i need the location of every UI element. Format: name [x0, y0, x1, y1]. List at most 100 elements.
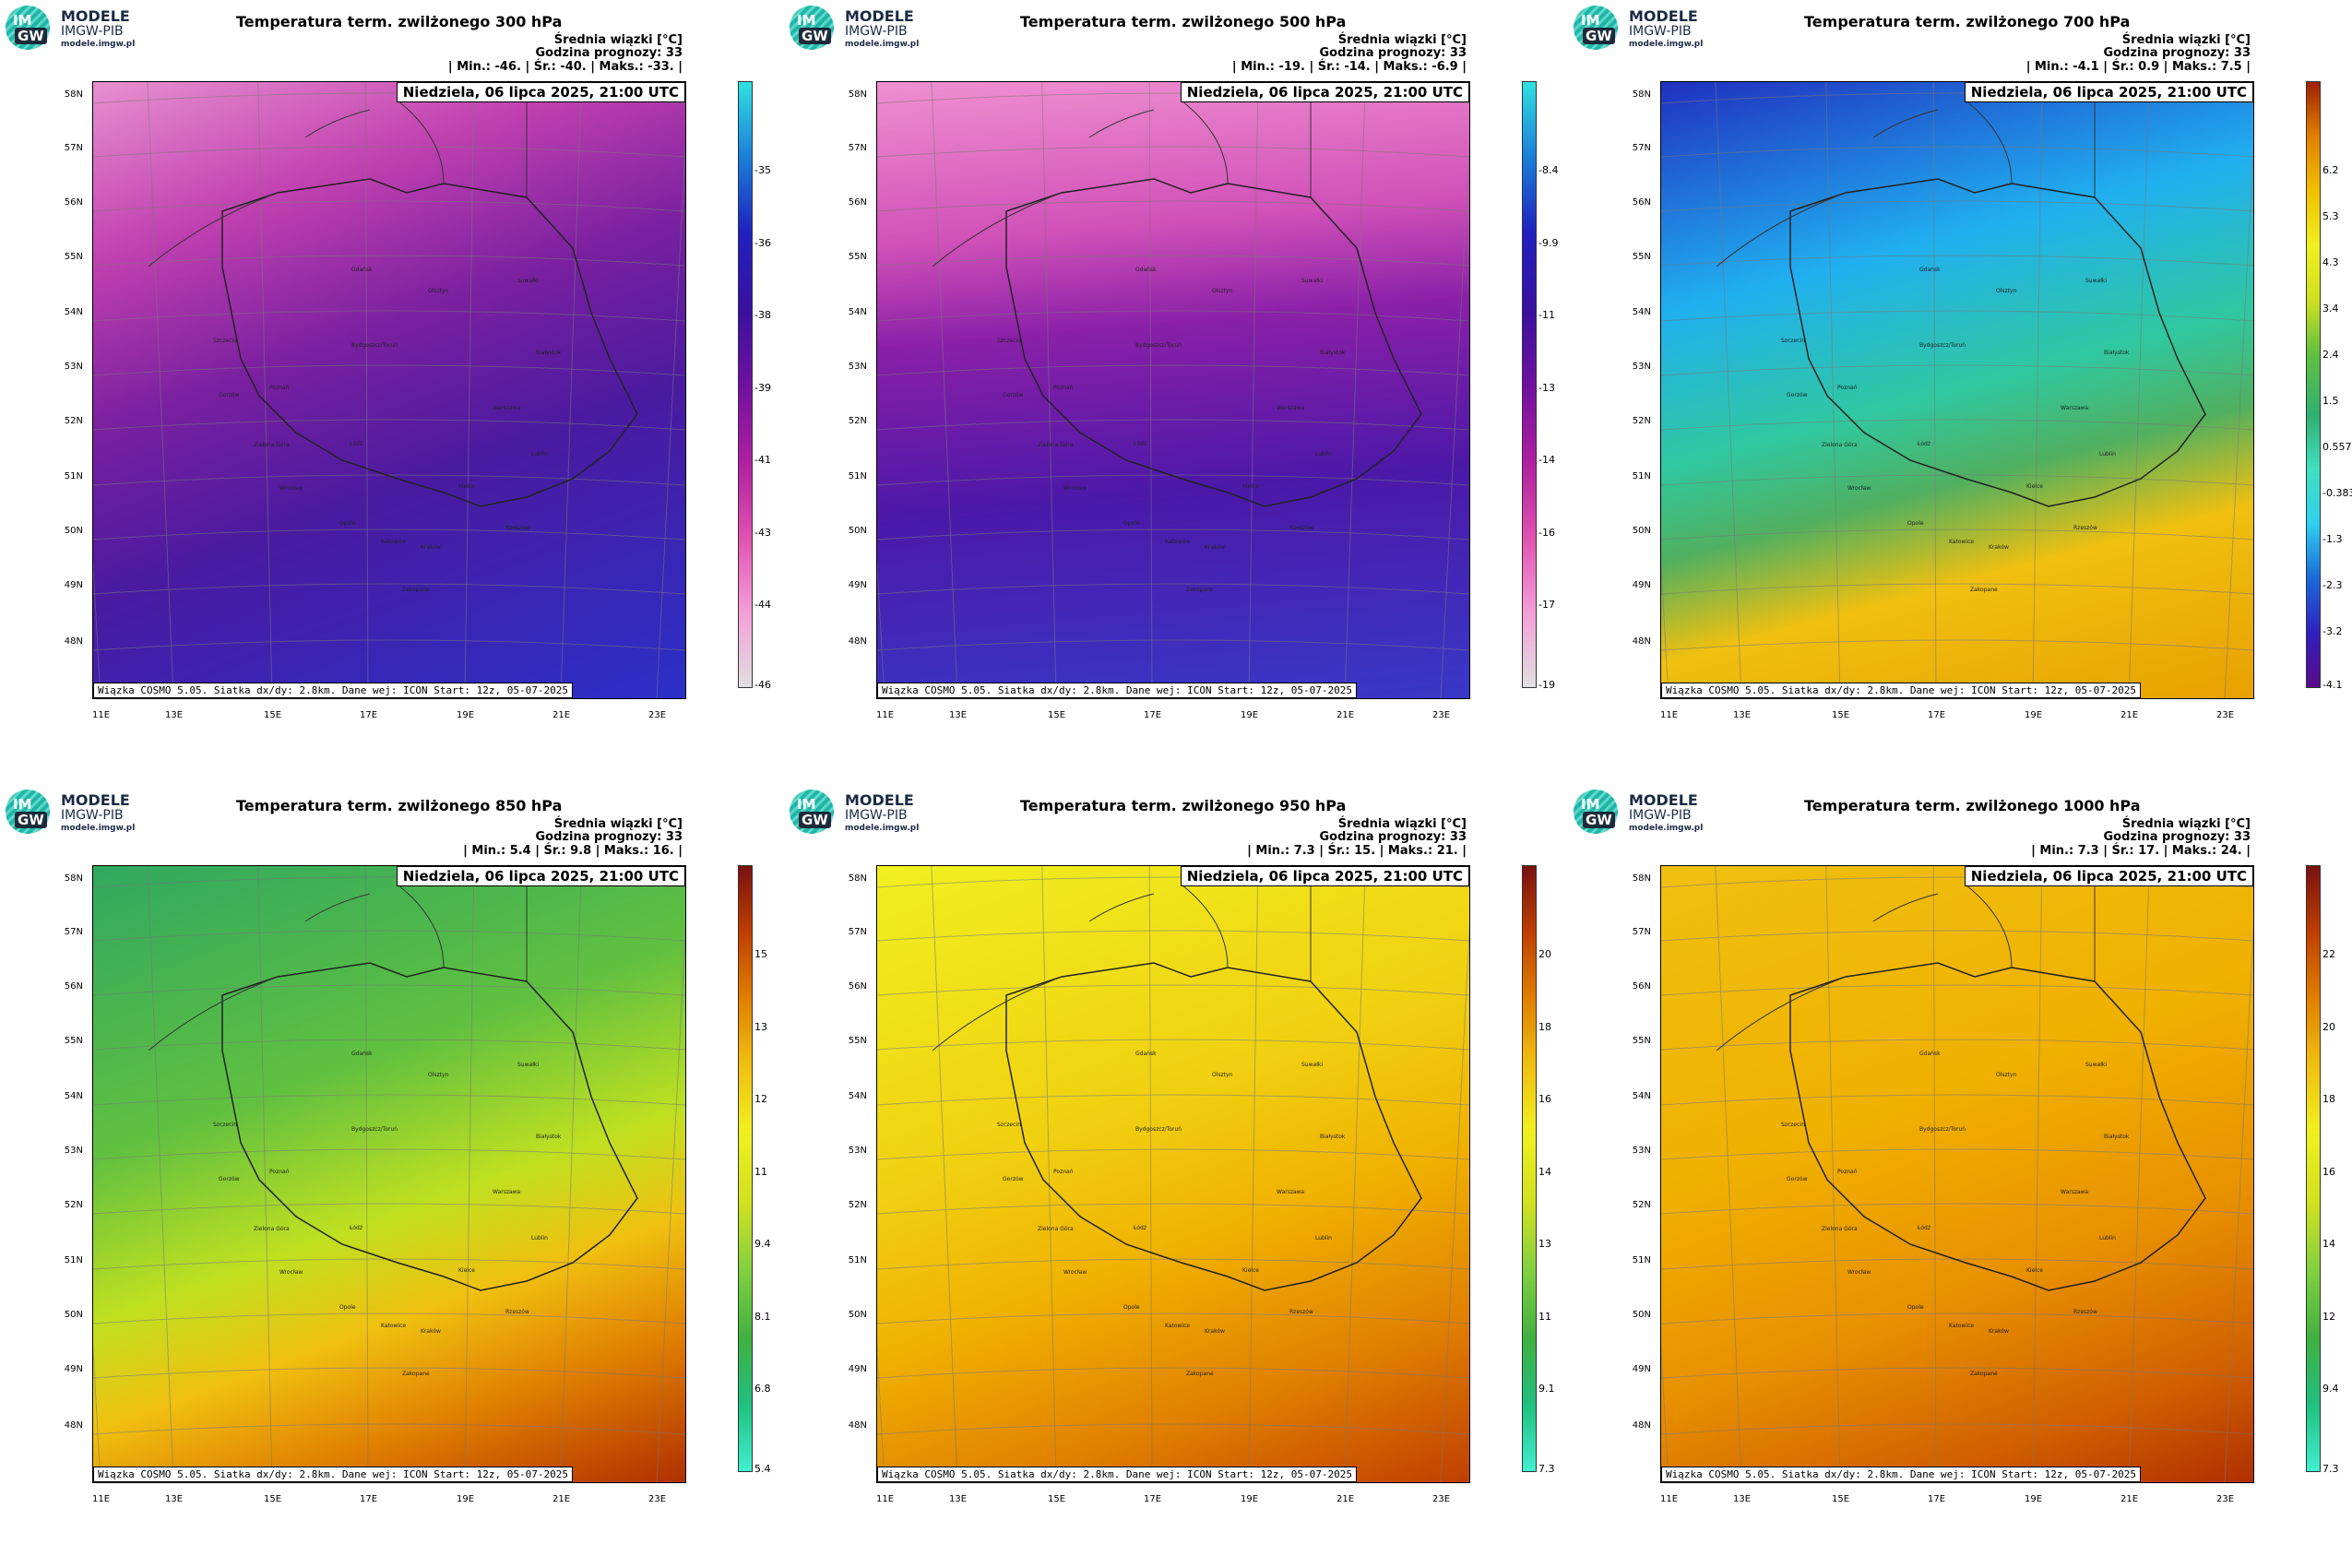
latitude-label: 57N	[64, 927, 83, 937]
logo-line1: MODELE	[845, 791, 914, 809]
stats-line: | Min.: 5.4 | Śr.: 9.8 | Maks.: 16. |	[463, 844, 683, 858]
latitude-line	[93, 474, 685, 486]
latitude-line	[877, 583, 1469, 595]
latitude-label: 55N	[1632, 1036, 1651, 1046]
city-label: Zielona Góra	[1038, 1226, 1074, 1232]
longitude-line	[2224, 140, 2253, 698]
latitude-label: 50N	[64, 1310, 83, 1320]
model-credit: Wiązka COSMO 5.05. Siatka dx/dy: 2.8km. …	[1661, 1467, 2141, 1482]
city-label: Kielce	[1242, 483, 1259, 490]
latitude-line	[1661, 1094, 2253, 1106]
coastline	[932, 82, 1312, 267]
city-label: Lublin	[1315, 451, 1332, 457]
city-label: Opole	[1907, 1304, 1924, 1311]
mean-label: Średnia wiązki [°C]	[1337, 33, 1467, 47]
city-label: Kielce	[2026, 1267, 2043, 1274]
colorbar-tick: 15	[754, 948, 767, 960]
latitude-label: 53N	[848, 1146, 867, 1156]
forecast-date: Niedziela, 06 lipca 2025, 21:00 UTC	[1180, 866, 1469, 886]
temperature-map: Gdańsk Olsztyn Suwałki Szczecin Bydgoszcz/To…	[92, 865, 686, 1483]
latitude-line	[1661, 984, 2253, 996]
city-label: Olsztyn	[428, 288, 449, 294]
imgw-logo: IM GW MODELE IMGW-PIB modele.imgw.pl	[6, 790, 172, 836]
longitude-line	[1344, 866, 1366, 1482]
city-label: Suwałki	[2085, 278, 2108, 284]
logo-line1: MODELE	[845, 7, 914, 25]
city-label: Rzeszów	[1289, 1309, 1313, 1315]
colorbar-tick: -0.383	[2322, 487, 2352, 499]
logo-line2: IMGW-PIB	[1629, 808, 1692, 823]
longitude-label: 11E	[876, 710, 895, 720]
map-overlay	[93, 866, 685, 1482]
latitude-label: 50N	[848, 526, 867, 536]
longitude-line	[147, 82, 174, 698]
latitude-line	[877, 984, 1469, 996]
logo-mark-bottom: GW	[1583, 812, 1615, 828]
temperature-map: Gdańsk Olsztyn Suwałki Szczecin Bydgoszcz/To…	[92, 81, 686, 699]
city-label: Wrocław	[279, 1269, 303, 1276]
latitude-label: 52N	[848, 416, 867, 426]
latitude-label: 57N	[848, 143, 867, 153]
city-label: Bydgoszcz/Toruń	[1919, 1126, 1966, 1133]
latitude-label: 57N	[1632, 143, 1651, 153]
colorbar-tick: -4.1	[2322, 679, 2343, 691]
latitude-line	[1661, 583, 2253, 595]
city-label: Olsztyn	[428, 1072, 449, 1078]
mean-label: Średnia wiązki [°C]	[2121, 33, 2251, 47]
latitude-line	[93, 583, 685, 595]
city-label: Kraków	[421, 1328, 441, 1335]
latitude-label: 53N	[1632, 1146, 1651, 1156]
city-label: Lublin	[2099, 451, 2116, 457]
longitude-label: 17E	[1144, 710, 1162, 720]
city-label: Kraków	[421, 544, 441, 551]
logo-mark-top: IM	[13, 12, 32, 29]
forecast-hour: Godzina prognozy: 33	[535, 46, 683, 60]
city-label: Kielce	[458, 483, 475, 490]
city-label: Katowice	[1165, 539, 1191, 545]
colorbar-tick: -43	[754, 527, 771, 539]
latitude-label: 58N	[1632, 89, 1651, 100]
city-label: Gdańsk	[351, 1051, 373, 1057]
latitude-line	[877, 474, 1469, 486]
coastline	[148, 82, 528, 267]
longitude-line	[560, 866, 582, 1482]
city-label: Bydgoszcz/Toruń	[1135, 342, 1182, 349]
city-label: Szczecin	[1781, 338, 1805, 344]
latitude-label: 49N	[848, 1364, 867, 1374]
city-label: Białystok	[536, 350, 562, 356]
logo-url: modele.imgw.pl	[61, 824, 136, 833]
longitude-label: 21E	[1336, 710, 1355, 720]
latitude-line	[93, 310, 685, 322]
poland-border	[1789, 962, 2206, 1291]
imgw-logo: IM GW MODELE IMGW-PIB modele.imgw.pl	[1574, 790, 1740, 836]
city-label: Suwałki	[517, 1062, 540, 1068]
longitude-line	[2128, 82, 2150, 698]
poland-border	[1005, 962, 1422, 1291]
latitude-label: 58N	[64, 873, 83, 884]
longitude-label: 13E	[1733, 1494, 1752, 1504]
colorbar-tick: -35	[754, 164, 771, 176]
colorbar-tick: 6.2	[2322, 164, 2339, 176]
city-label: Białystok	[1320, 1134, 1346, 1140]
latitude-line	[93, 984, 685, 996]
poland-border	[221, 178, 638, 507]
colorbar	[1522, 865, 1537, 1472]
latitude-line	[93, 529, 685, 540]
city-label: Olsztyn	[1212, 1072, 1233, 1078]
city-label: Szczecin	[213, 1122, 237, 1128]
city-label: Bydgoszcz/Toruń	[351, 1126, 398, 1133]
longitude-label: 15E	[1048, 1494, 1066, 1504]
city-label: Zielona Góra	[1822, 1226, 1858, 1232]
logo-mark-bottom: GW	[799, 812, 831, 828]
logo-mark-bottom: GW	[1583, 28, 1615, 44]
latitude-label: 58N	[1632, 873, 1651, 884]
latitude-label: 48N	[64, 1420, 83, 1431]
city-label: Opole	[339, 1304, 356, 1311]
latitude-label: 58N	[848, 873, 867, 884]
latitude-label: 52N	[1632, 1200, 1651, 1210]
city-label: Katowice	[381, 1323, 407, 1329]
longitude-line	[257, 82, 273, 698]
longitude-label: 23E	[648, 1494, 667, 1504]
colorbar-tick: -38	[754, 309, 771, 321]
longitude-label: 11E	[1660, 1494, 1679, 1504]
